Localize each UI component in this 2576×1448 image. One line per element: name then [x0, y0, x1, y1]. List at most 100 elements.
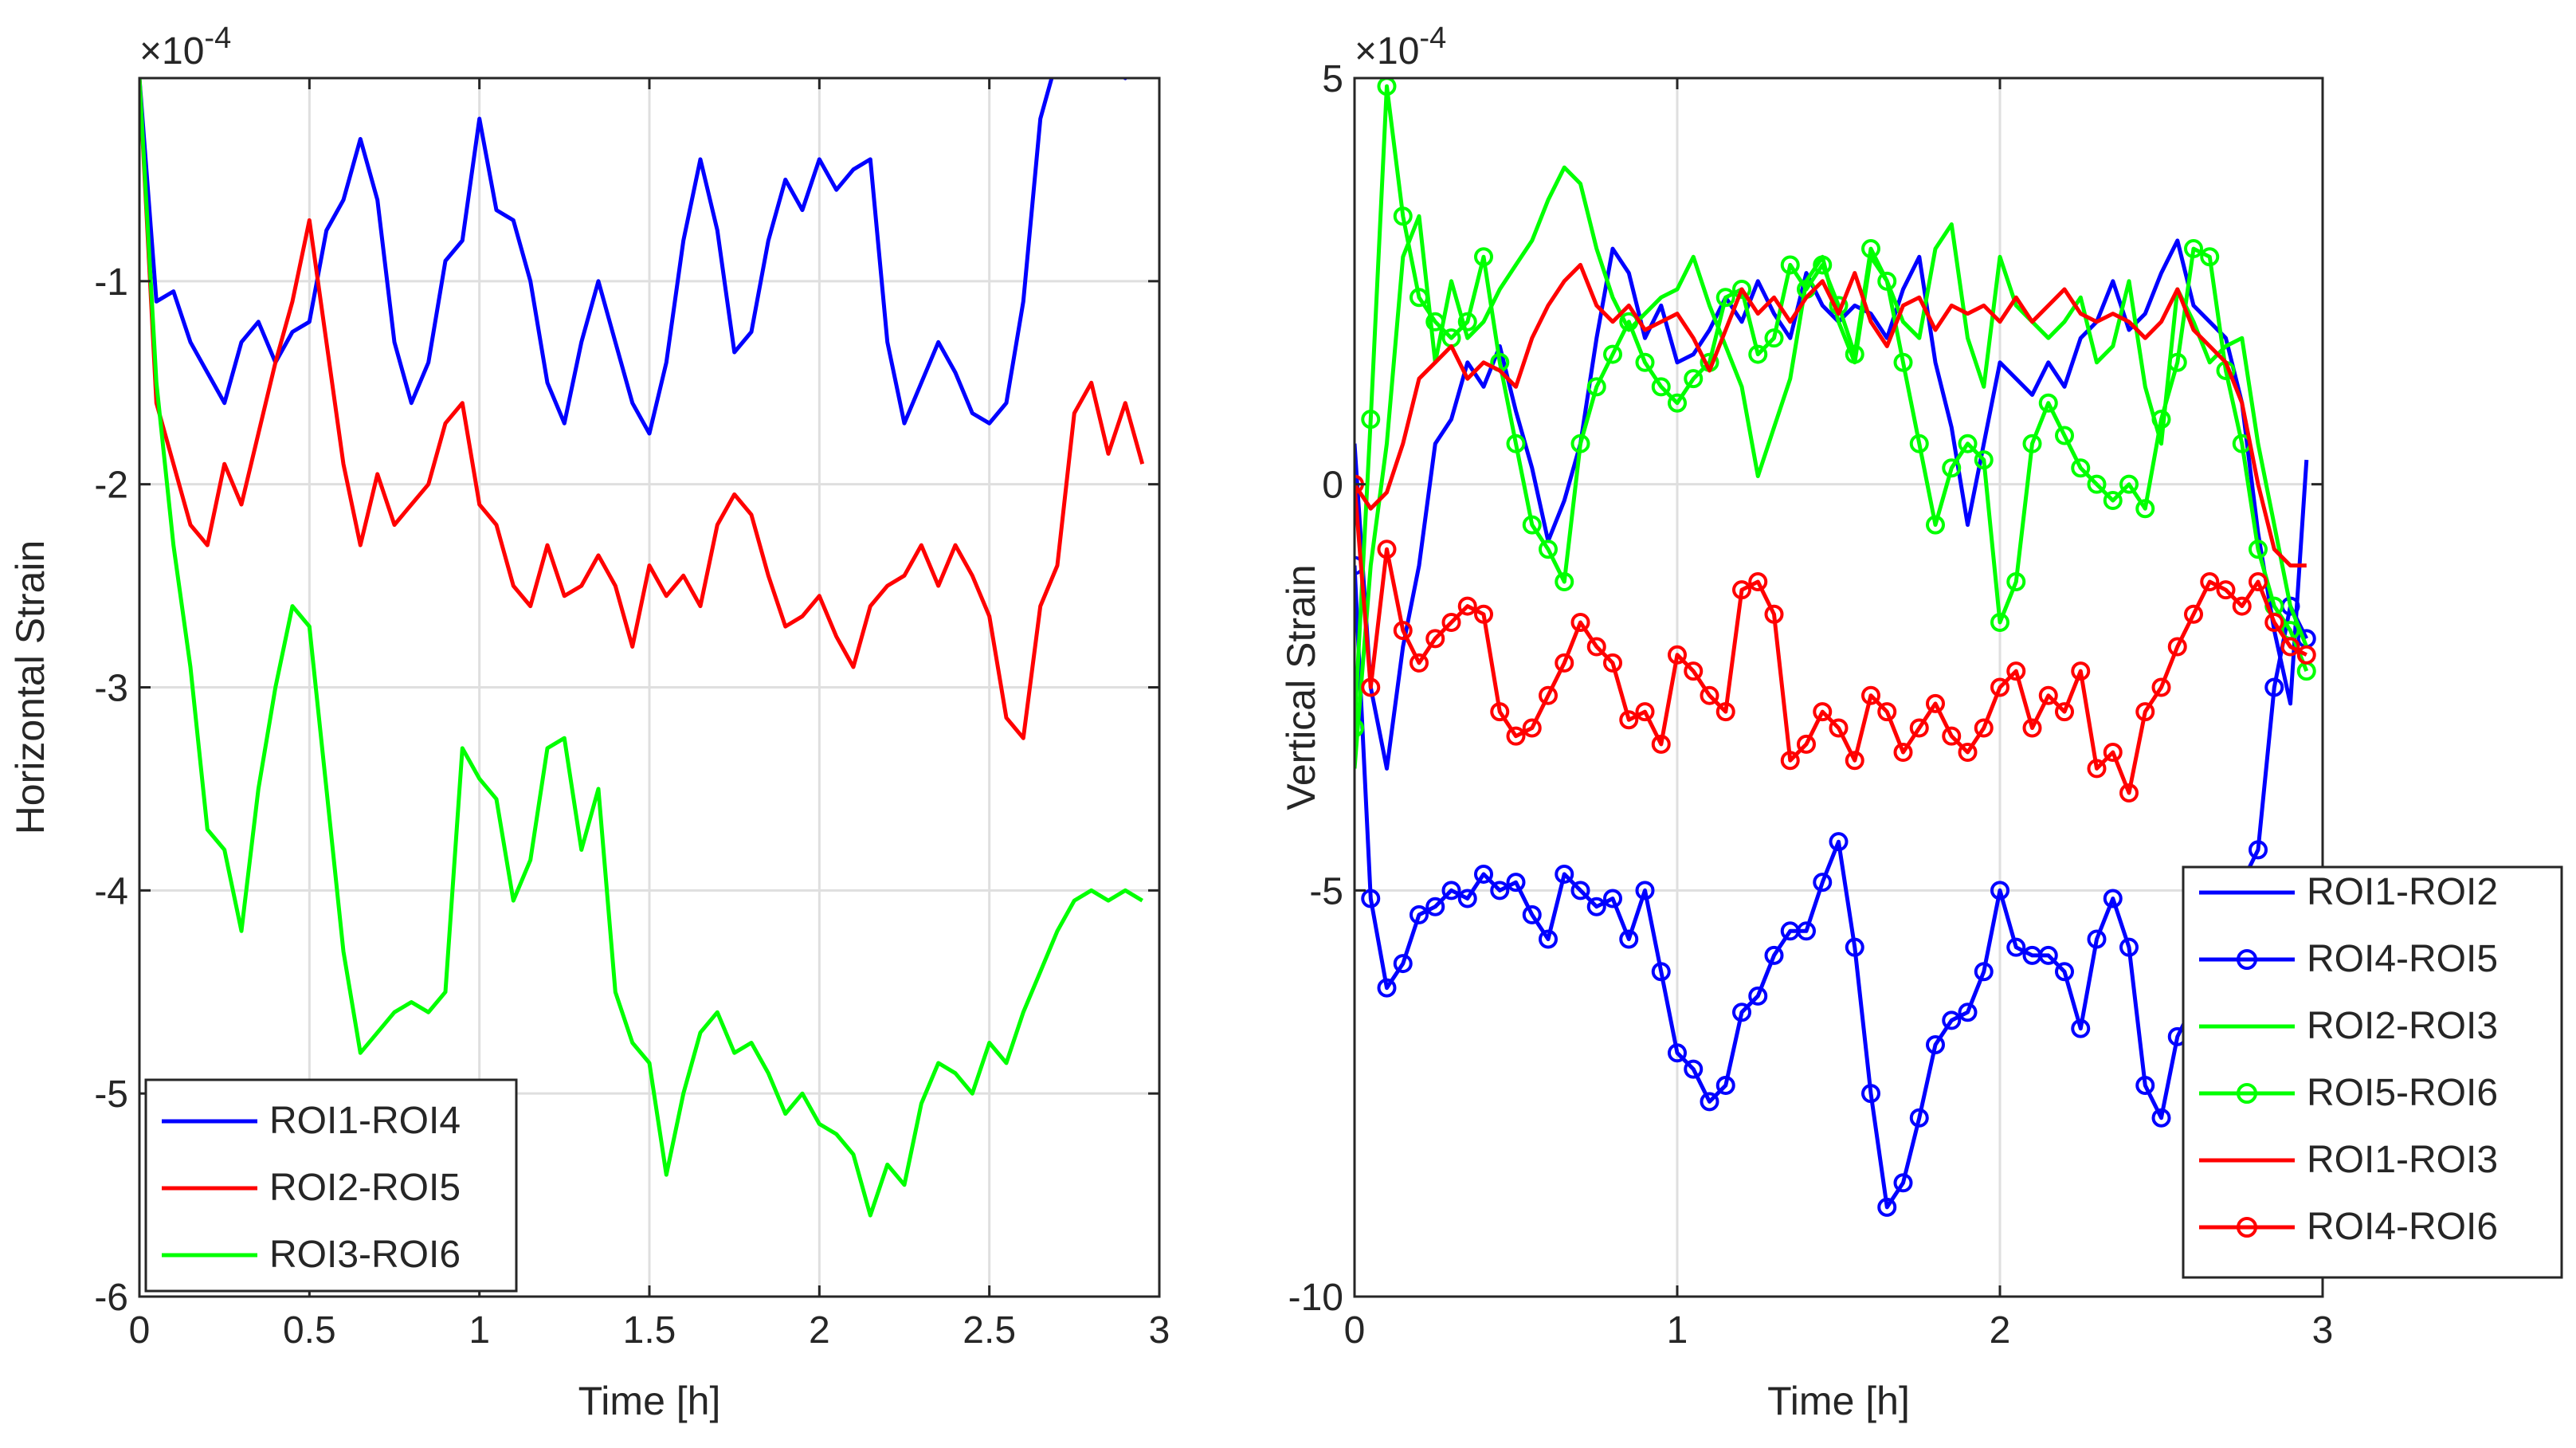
data-point-roi5-roi6 [1506, 434, 1526, 453]
x-tick-label: 0 [1344, 1309, 1366, 1352]
data-point-roi4-roi6 [1764, 604, 1784, 624]
data-point-roi4-roi6 [1361, 677, 1381, 697]
data-point-roi4-roi6 [1457, 596, 1477, 616]
data-point-roi5-roi6 [1813, 255, 1833, 275]
y-tick-label: -2 [94, 465, 128, 507]
data-point-roi4-roi6 [2135, 702, 2155, 722]
data-point-roi4-roi6 [1651, 734, 1671, 754]
series-line-roi4-roi6 [1355, 484, 2307, 795]
data-point-roi4-roi5 [1990, 881, 2009, 901]
data-point-roi4-roi5 [2151, 1108, 2171, 1128]
y-axis-exponent-power: -4 [1419, 22, 1446, 55]
horizontal-strain-chart: 0 0.5 1 1.5 2 2.5 3 -6 -5 -4 -3 -2 -1 ×10-4 Time [h] Ho… [8, 22, 1170, 1423]
data-point-roi4-roi6 [1635, 702, 1655, 722]
x-tick-label: 1 [1667, 1309, 1688, 1352]
data-point-roi4-roi6 [1877, 702, 1897, 722]
legend-label-roi1-roi4: ROI1-ROI4 [269, 1100, 461, 1142]
data-point-roi5-roi6 [1668, 393, 1687, 413]
series-line-roi5-roi6 [1355, 84, 2309, 728]
data-point-roi4-roi6 [1974, 718, 1994, 738]
data-point-roi5-roi6 [1361, 410, 1381, 430]
data-point-roi5-roi6 [2184, 239, 2203, 259]
data-point-roi4-roi5 [1377, 978, 1397, 998]
y-axis-label: Horizontal Strain [8, 540, 53, 835]
data-point-roi4-roi5 [1506, 873, 1526, 893]
data-point-roi5-roi6 [1393, 206, 1413, 226]
legend-label-roi5-roi6: ROI5-ROI6 [2307, 1072, 2498, 1114]
data-point-roi4-roi6 [1441, 612, 1461, 632]
y-tick-label: -5 [1309, 870, 1343, 912]
series-line-roi2-roi5 [139, 78, 1145, 740]
data-point-roi5-roi6 [1425, 312, 1445, 332]
data-point-roi4-roi5 [1715, 1075, 1735, 1095]
data-point-roi4-roi6 [1813, 702, 1833, 722]
y-tick-label: -10 [1288, 1277, 1343, 1319]
data-point-roi4-roi5 [1361, 889, 1381, 908]
data-point-roi4-roi5 [1748, 986, 1768, 1006]
data-point-roi5-roi6 [1861, 239, 1880, 259]
series-line-roi1-roi3 [1355, 262, 2307, 568]
legend-marker-roi4-roi5 [2237, 949, 2257, 970]
data-point-roi4-roi5 [1829, 832, 1849, 852]
data-point-roi5-roi6 [1958, 434, 1978, 453]
data-point-roi4-roi6 [1700, 685, 1719, 705]
data-point-roi4-roi5 [2038, 945, 2058, 965]
data-point-roi4-roi6 [1715, 702, 1735, 722]
data-point-roi4-roi5 [1586, 897, 1606, 916]
data-point-roi5-roi6 [2151, 410, 2171, 430]
data-point-roi4-roi6 [1490, 702, 1510, 722]
data-point-roi5-roi6 [1522, 515, 1542, 535]
data-point-roi4-roi6 [1603, 653, 1622, 673]
data-point-roi5-roi6 [1684, 369, 1704, 389]
data-point-roi5-roi6 [1990, 612, 2009, 632]
data-point-roi4-roi6 [1845, 751, 1864, 771]
data-point-roi5-roi6 [2071, 458, 2091, 478]
data-point-roi4-roi6 [1570, 612, 1590, 632]
x-tick-label: 2 [809, 1309, 830, 1352]
data-point-roi4-roi5 [1603, 889, 1622, 908]
data-point-roi4-roi6 [1474, 604, 1493, 624]
data-point-roi5-roi6 [1586, 377, 1606, 397]
y-axis-label: Vertical Strain [1279, 564, 1323, 810]
data-point-roi5-roi6 [1603, 344, 1622, 364]
x-tick-label: 1 [469, 1309, 490, 1352]
data-point-roi4-roi6 [1893, 743, 1913, 763]
legend: ROI1-ROI2 ROI4-ROI5 ROI2-ROI3 ROI5-ROI6 ROI1… [2182, 865, 2563, 1279]
x-tick-label: 1.5 [623, 1309, 676, 1352]
data-point-roi4-roi6 [1797, 734, 1816, 754]
data-point-roi4-roi6 [2167, 637, 2187, 657]
data-point-roi5-roi6 [1942, 458, 1962, 478]
data-point-roi5-roi6 [1651, 377, 1671, 397]
data-point-roi4-roi6 [1668, 645, 1687, 665]
data-point-roi4-roi6 [2055, 702, 2074, 722]
data-point-roi4-roi6 [1522, 718, 1542, 738]
data-point-roi4-roi6 [2071, 661, 2091, 681]
data-point-roi4-roi5 [1958, 1003, 1978, 1022]
series-line-roi4-roi5 [1355, 565, 2309, 1210]
data-point-roi4-roi5 [1732, 1003, 1751, 1022]
data-point-roi5-roi6 [1355, 718, 1364, 738]
data-point-roi4-roi5 [1651, 962, 1671, 982]
x-tick-label: 3 [2312, 1309, 2334, 1352]
data-point-roi5-roi6 [2038, 393, 2058, 413]
data-point-roi4-roi6 [1780, 751, 1800, 771]
x-axis-label: Time [h] [578, 1379, 721, 1423]
data-point-roi4-roi5 [1619, 929, 1639, 949]
data-point-roi4-roi6 [2264, 612, 2284, 632]
axes-box [1353, 77, 2324, 1298]
data-point-roi4-roi5 [1926, 1035, 1945, 1055]
data-point-roi5-roi6 [1539, 540, 1558, 559]
data-point-roi5-roi6 [1635, 352, 1655, 372]
data-point-roi4-roi5 [2119, 937, 2139, 957]
data-point-roi5-roi6 [2135, 499, 2155, 519]
data-point-roi4-roi5 [1522, 905, 1542, 924]
data-point-roi4-roi5 [1635, 881, 1655, 901]
data-point-roi5-roi6 [1974, 450, 1994, 470]
x-tick-label: 0.5 [283, 1309, 336, 1352]
data-point-roi4-roi6 [1958, 743, 1978, 763]
data-point-roi4-roi6 [1861, 685, 1880, 705]
data-layer [1355, 78, 2316, 1217]
data-point-roi4-roi5 [2087, 929, 2107, 949]
data-point-roi4-roi6 [1942, 726, 1962, 746]
